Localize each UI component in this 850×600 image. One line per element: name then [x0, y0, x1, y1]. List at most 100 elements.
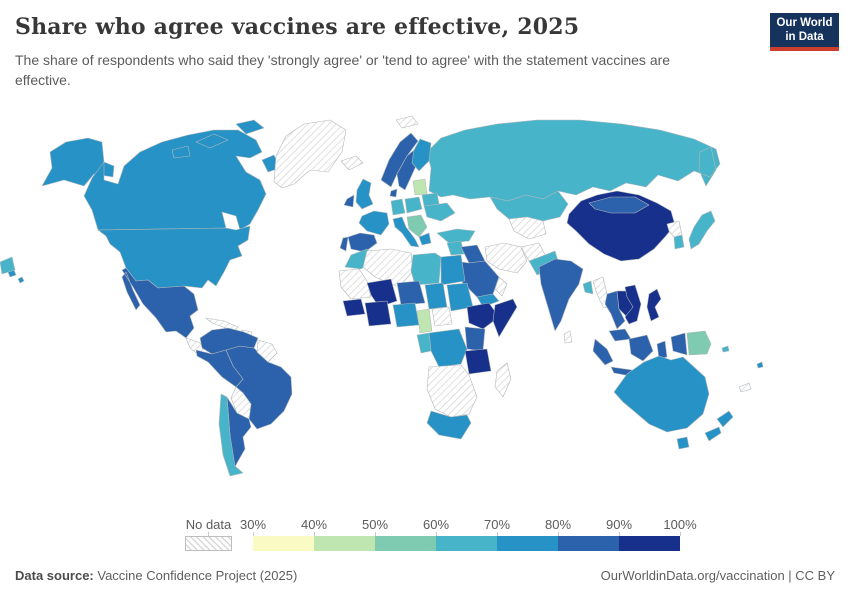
legend-color-segment-60-70[interactable] — [436, 536, 497, 551]
country-finland[interactable] — [411, 138, 432, 172]
country-indonesia-borneo[interactable] — [628, 334, 654, 362]
country-hawaii[interactable] — [17, 276, 25, 284]
country-southern-africa[interactable] — [426, 364, 478, 418]
legend-tick-labels: 30% 40% 50% 60% 70% 80% 90% 100% — [240, 517, 697, 536]
country-egypt[interactable] — [440, 254, 466, 286]
country-kazakhstan[interactable] — [489, 190, 569, 222]
country-mongolia[interactable] — [588, 196, 650, 214]
country-central-asia[interactable] — [508, 216, 547, 240]
legend-no-data-swatch[interactable] — [185, 536, 232, 551]
country-france[interactable] — [358, 210, 390, 236]
country-balkans[interactable] — [406, 214, 428, 238]
country-libya[interactable] — [410, 252, 442, 286]
country-germany[interactable] — [390, 198, 406, 216]
country-tanzania[interactable] — [464, 348, 492, 375]
country-belarus[interactable] — [421, 192, 440, 207]
country-gabon-congo[interactable] — [416, 332, 432, 354]
legend-color-segment-40-50[interactable] — [314, 536, 375, 551]
country-denmark[interactable] — [389, 188, 398, 198]
country-chad[interactable] — [424, 282, 448, 310]
legend-color-segment-30-40[interactable] — [253, 536, 314, 551]
legend-color-segment-70-80[interactable] — [497, 536, 558, 551]
footer-source-value: Vaccine Confidence Project (2025) — [93, 568, 298, 583]
country-levant[interactable] — [446, 240, 465, 256]
country-indonesia-sulawesi[interactable] — [656, 340, 668, 360]
country-indonesia-sumatra[interactable] — [592, 338, 614, 366]
country-united-states[interactable] — [97, 225, 251, 289]
country-india[interactable] — [538, 258, 584, 332]
country-russia-chukotka[interactable] — [0, 256, 16, 275]
country-spain[interactable] — [347, 232, 378, 253]
country-somalia[interactable] — [492, 298, 518, 338]
legend-boundary-tick — [314, 532, 315, 536]
country-new-zealand-north[interactable] — [716, 410, 734, 428]
country-niger[interactable] — [396, 280, 426, 306]
country-greenland[interactable] — [273, 119, 347, 189]
country-norway[interactable] — [380, 132, 419, 188]
country-vietnam[interactable] — [624, 284, 642, 325]
country-mexico[interactable] — [121, 267, 199, 339]
country-fiji[interactable] — [756, 361, 764, 369]
country-new-zealand-south[interactable] — [704, 426, 722, 442]
legend-no-data-label: No data — [185, 517, 232, 532]
country-north-korea[interactable] — [666, 220, 683, 238]
country-canada[interactable] — [83, 129, 267, 231]
country-dr-congo[interactable] — [428, 328, 468, 368]
country-guyanas[interactable] — [256, 339, 278, 363]
country-south-korea[interactable] — [673, 234, 685, 250]
country-iran[interactable] — [484, 242, 528, 274]
country-ivory-coast-ghana-burkina[interactable] — [364, 300, 392, 327]
country-south-africa[interactable] — [426, 410, 472, 440]
legend-color-scale: 30% 40% 50% 60% 70% 80% 90% 100% — [240, 517, 697, 553]
country-china[interactable] — [566, 190, 676, 262]
country-chile[interactable] — [218, 393, 244, 477]
country-canada-arctic-islands[interactable] — [171, 145, 191, 159]
country-turkey[interactable] — [436, 228, 476, 244]
country-poland[interactable] — [404, 196, 423, 214]
country-madagascar[interactable] — [494, 362, 512, 398]
owid-logo[interactable]: Our World in Data — [770, 13, 839, 51]
country-ireland[interactable] — [343, 194, 355, 208]
country-colombia-venezuela[interactable] — [199, 327, 259, 355]
country-italy[interactable] — [392, 216, 420, 248]
country-kenya-uganda[interactable] — [464, 326, 486, 352]
country-central-african-republic[interactable] — [431, 306, 453, 327]
country-japan[interactable] — [688, 210, 716, 250]
country-australia[interactable] — [613, 355, 710, 433]
country-cuba[interactable] — [205, 317, 239, 332]
country-malaysia[interactable] — [608, 328, 632, 342]
country-united-kingdom[interactable] — [355, 178, 374, 210]
country-yemen[interactable] — [476, 293, 500, 308]
country-solomon-islands[interactable] — [721, 345, 730, 353]
country-nigeria[interactable] — [392, 302, 420, 328]
country-tasmania[interactable] — [676, 436, 690, 450]
country-portugal[interactable] — [339, 236, 349, 252]
country-indonesia-papua[interactable] — [670, 332, 688, 356]
legend-color-segment-50-60[interactable] — [375, 536, 436, 551]
country-senegal-guinea[interactable] — [342, 298, 366, 317]
country-svalbard[interactable] — [395, 115, 419, 129]
country-sri-lanka[interactable] — [563, 330, 573, 344]
country-mauritania[interactable] — [338, 268, 372, 300]
country-new-caledonia[interactable] — [738, 382, 752, 393]
legend-color-segment-80-90[interactable] — [558, 536, 619, 551]
country-ethiopia[interactable] — [466, 302, 500, 330]
country-ukraine[interactable] — [423, 202, 456, 222]
footer-link[interactable]: OurWorldinData.org/vaccination | CC BY — [600, 568, 835, 583]
country-peru-ecuador[interactable] — [195, 349, 244, 388]
country-cameroon[interactable] — [416, 308, 433, 334]
country-algeria[interactable] — [362, 248, 414, 288]
country-mali[interactable] — [366, 278, 398, 308]
country-iceland[interactable] — [340, 155, 364, 171]
country-oman[interactable] — [494, 276, 508, 297]
country-bangladesh[interactable] — [582, 280, 594, 295]
country-greece[interactable] — [418, 232, 432, 246]
country-canada-arctic-islands[interactable] — [235, 119, 265, 135]
country-baltic-states[interactable] — [412, 178, 428, 196]
country-russia[interactable] — [426, 119, 721, 202]
country-iraq[interactable] — [460, 244, 486, 264]
country-papua-new-guinea[interactable] — [686, 330, 712, 356]
legend-color-segment-90-100[interactable] — [619, 536, 680, 551]
country-canada-arctic-islands[interactable] — [195, 133, 229, 149]
country-philippines[interactable] — [646, 288, 662, 322]
